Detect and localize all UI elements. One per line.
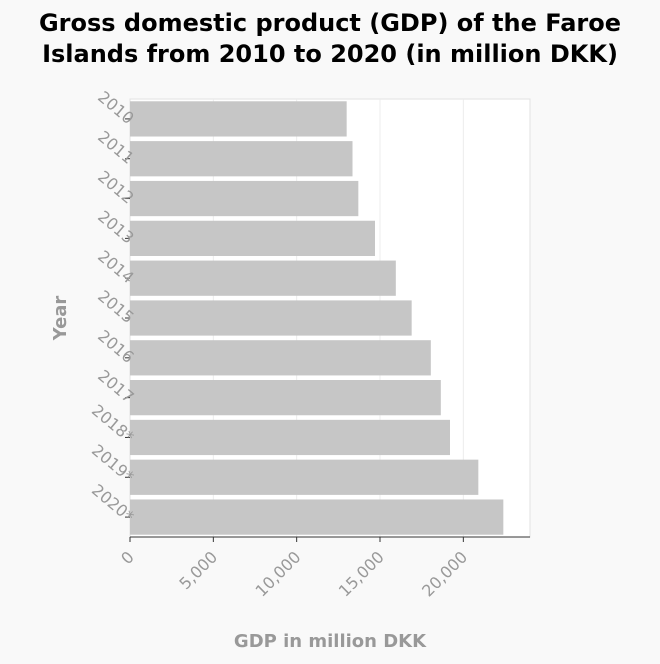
bar-2020-est (130, 499, 504, 535)
y-axis-label: Year (50, 296, 71, 342)
bar-2015 (130, 300, 412, 336)
bar-2013 (130, 220, 375, 256)
bar-2010 (130, 101, 347, 137)
bar-2016 (130, 340, 431, 376)
x-tick-label: 5,000 (175, 547, 221, 593)
x-tick-label: 15,000 (335, 547, 388, 600)
x-ticks: 0 5,000 10,000 15,000 20,000 (117, 537, 471, 600)
bar-2011 (130, 141, 353, 177)
chart-title-line-2: Islands from 2010 to 2020 (in million DK… (42, 40, 618, 68)
x-tick-label: 20,000 (418, 547, 471, 600)
bar-2017 (130, 380, 441, 416)
bar-2014 (130, 260, 396, 296)
x-axis-label: GDP in million DKK (234, 631, 427, 652)
bar-2019-est (130, 459, 479, 495)
bar-2018-est (130, 419, 450, 456)
bars (130, 101, 504, 535)
chart-title-line-1: Gross domestic product (GDP) of the Faro… (39, 9, 621, 37)
bar-2012 (130, 180, 359, 217)
x-tick-label: 0 (117, 547, 138, 568)
x-tick-label: 10,000 (251, 547, 304, 600)
